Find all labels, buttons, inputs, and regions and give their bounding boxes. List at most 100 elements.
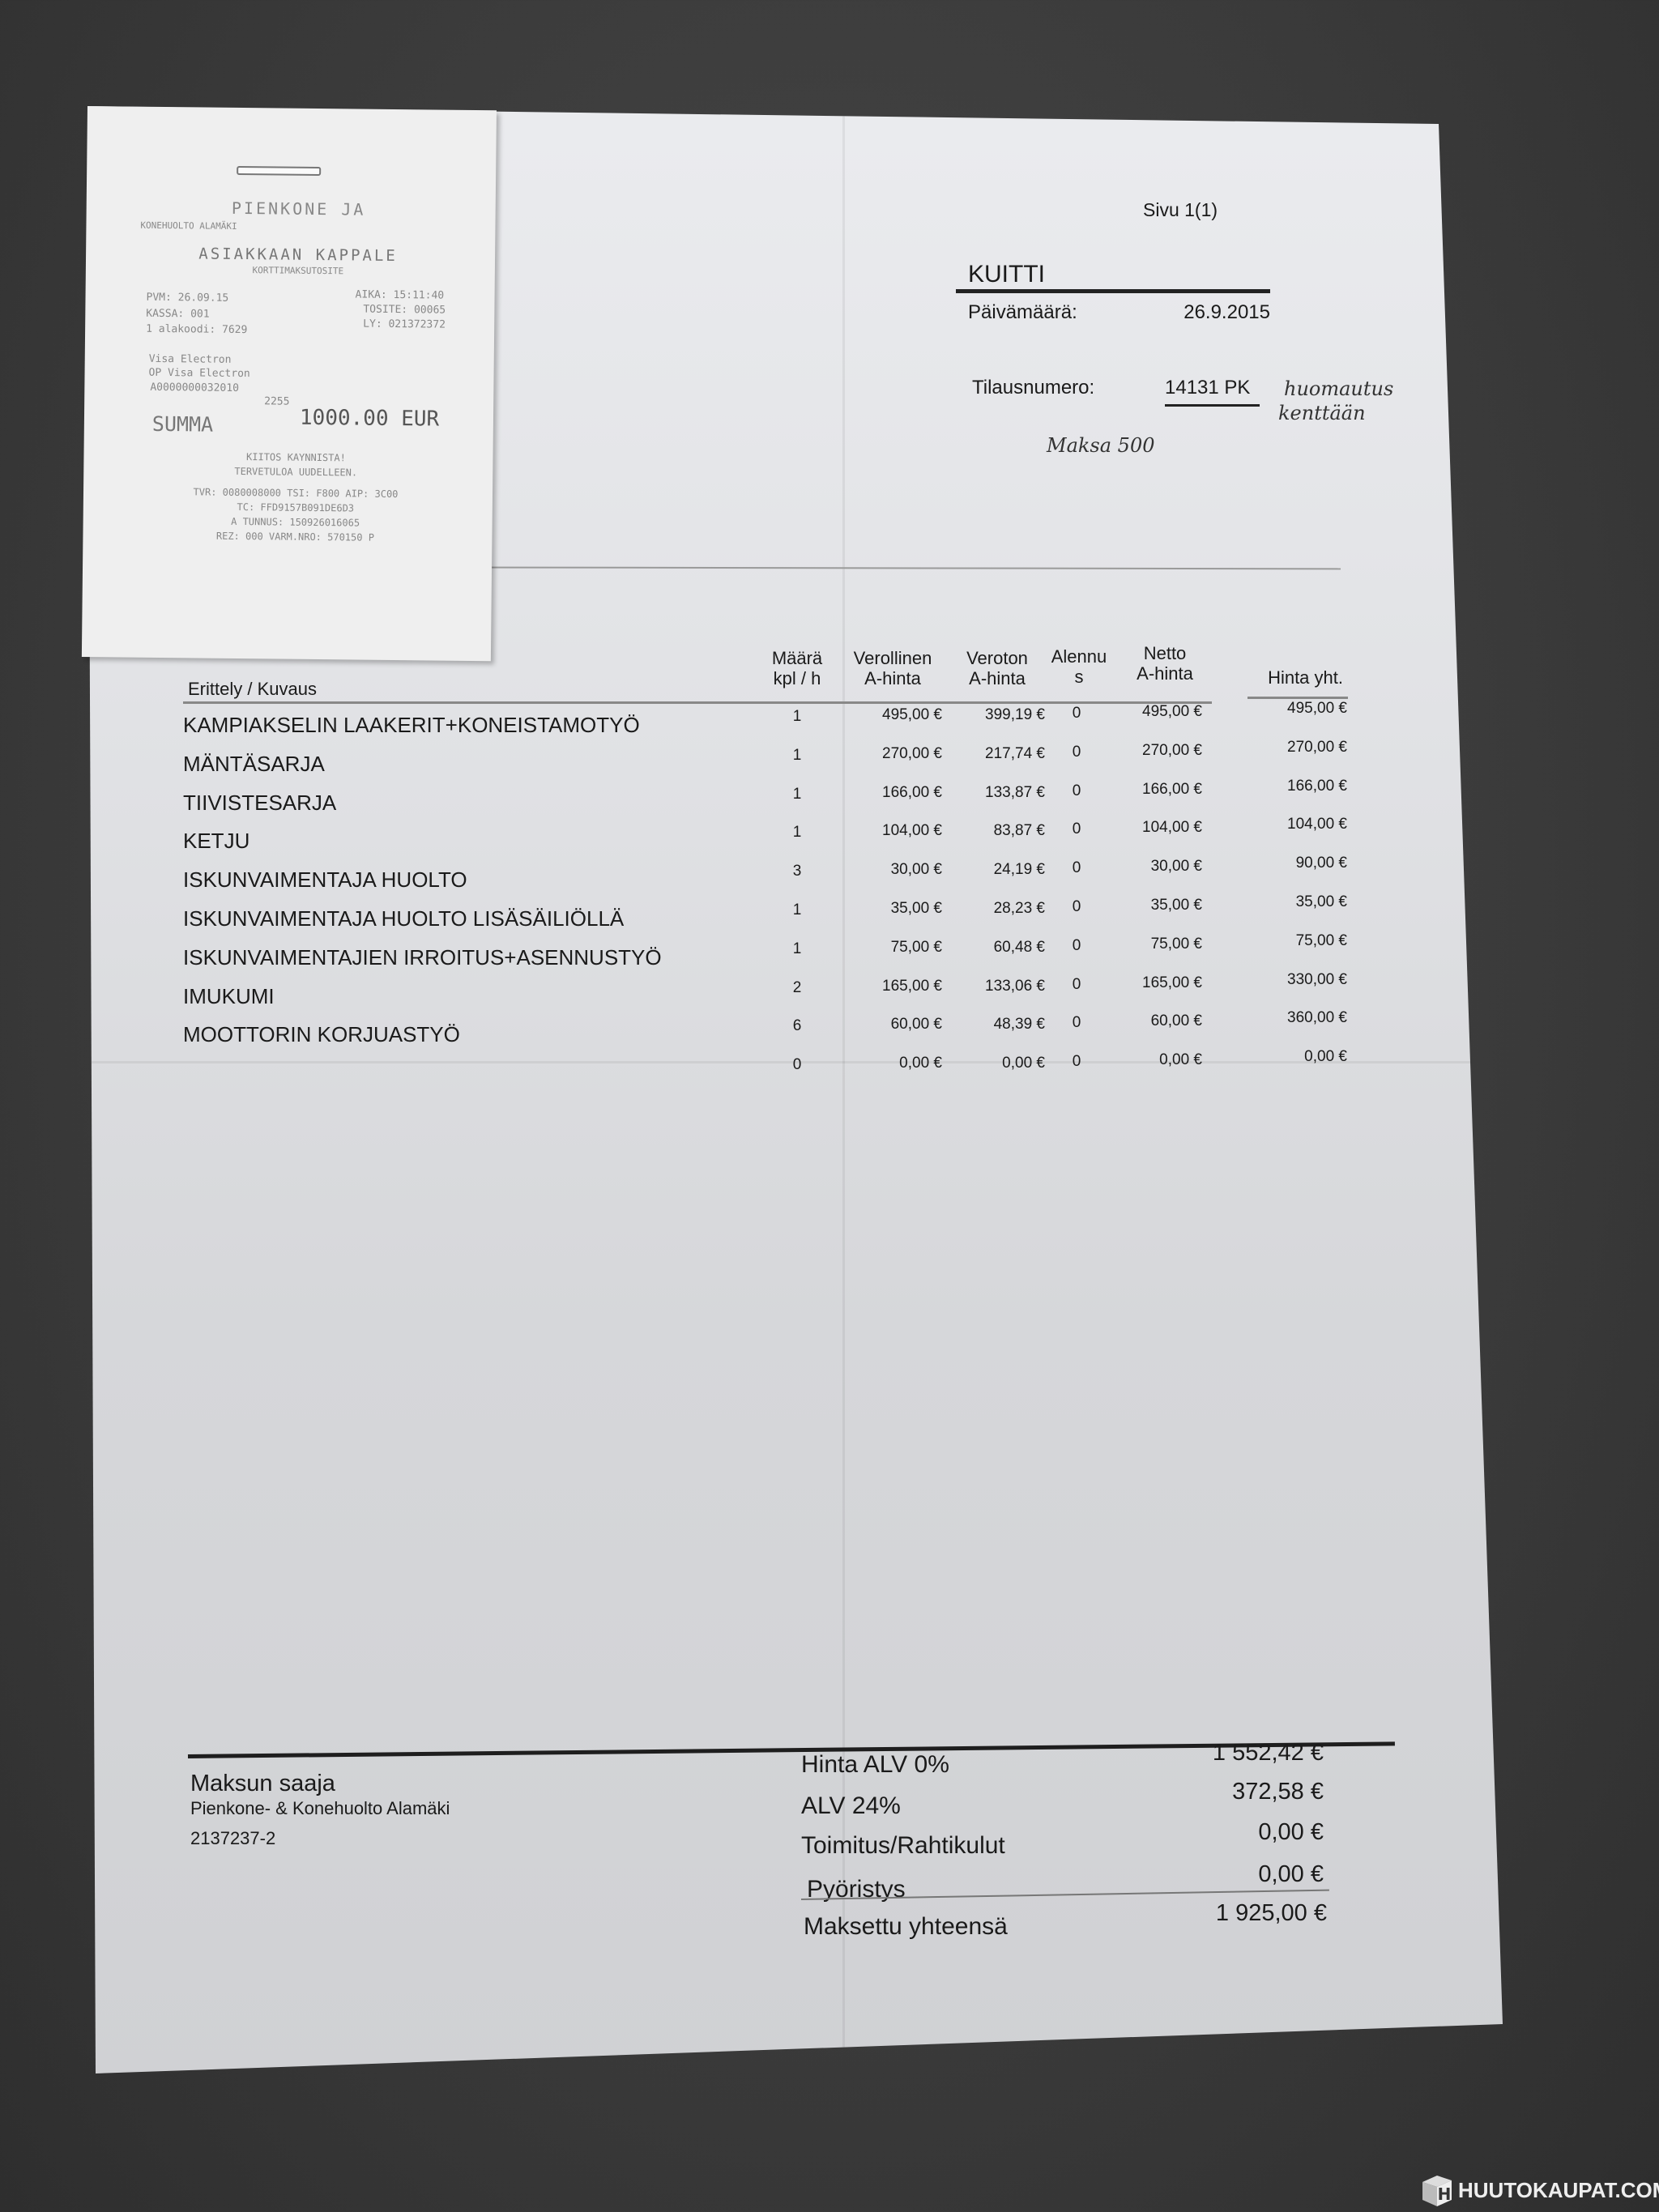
cell-net: 133,87 € bbox=[985, 783, 1045, 801]
receipt-subcode: 1 alakoodi: 7629 bbox=[146, 322, 248, 337]
column-header-netto-line2: A-hinta bbox=[1137, 663, 1193, 684]
cell-desc: IMUKUMI bbox=[183, 983, 275, 1008]
cell-desc: KETJU bbox=[183, 829, 250, 854]
column-header-net: Veroton A-hinta bbox=[953, 648, 1042, 688]
cell-net: 24,19 € bbox=[993, 861, 1045, 879]
cell-gross: 495,00 € bbox=[882, 706, 942, 723]
cell-total: 270,00 € bbox=[1287, 738, 1347, 756]
cell-total: 35,00 € bbox=[1295, 893, 1347, 910]
cell-netto: 495,00 € bbox=[1142, 703, 1202, 720]
cell-gross: 30,00 € bbox=[890, 861, 942, 879]
receipt-merchant-line2: KONEHUOLTO ALAMÄKI bbox=[140, 219, 237, 232]
cell-total: 495,00 € bbox=[1287, 700, 1347, 717]
handwritten-note-line1: huomautus bbox=[1284, 377, 1394, 400]
cell-disc: 0 bbox=[1072, 1014, 1081, 1032]
cell-gross: 0,00 € bbox=[899, 1055, 942, 1072]
staple-icon bbox=[237, 165, 322, 177]
watermark-logo: H HUUTOKAUPAT.COM bbox=[1419, 2172, 1659, 2208]
cell-net: 83,87 € bbox=[993, 822, 1045, 840]
receipt-voucher: TOSITE: 00065 bbox=[363, 303, 446, 317]
cell-net: 0,00 € bbox=[1002, 1055, 1045, 1072]
cell-total: 90,00 € bbox=[1295, 855, 1347, 872]
receipt-register: KASSA: 001 bbox=[146, 307, 210, 321]
receipt-ref: REZ: 000 VARM.NRO: 570150 P bbox=[215, 530, 375, 543]
vat0-value: 1 552,42 € bbox=[1212, 1740, 1324, 1766]
cell-qty: 1 bbox=[792, 901, 802, 918]
cell-disc: 0 bbox=[1072, 975, 1081, 993]
cell-netto: 270,00 € bbox=[1142, 741, 1202, 759]
column-header-description: Erittely / Kuvaus bbox=[188, 679, 317, 699]
column-header-gross-line1: Verollinen bbox=[853, 648, 932, 668]
cell-qty: 6 bbox=[792, 1017, 802, 1035]
cell-netto: 75,00 € bbox=[1150, 935, 1202, 953]
cell-netto: 30,00 € bbox=[1150, 858, 1202, 876]
cell-disc: 0 bbox=[1072, 1053, 1081, 1071]
cell-desc: ISKUNVAIMENTAJIEN IRROITUS+ASENNUSTYÖ bbox=[183, 944, 662, 970]
receipt-tvr: TVR: 0080008000 TSI: F800 AIP: 3C00 bbox=[193, 486, 399, 501]
vat-label: ALV 24% bbox=[801, 1792, 901, 1819]
cell-netto: 165,00 € bbox=[1142, 974, 1202, 991]
cell-qty: 3 bbox=[792, 863, 802, 880]
table-header-line bbox=[183, 701, 1212, 704]
handwritten-note-line2: kenttään bbox=[1278, 402, 1366, 424]
cell-gross: 165,00 € bbox=[882, 977, 942, 995]
receipt-card-issuer: OP Visa Electron bbox=[148, 366, 250, 381]
receipt-card-type: Visa Electron bbox=[148, 352, 232, 366]
order-number-label: Tilausnumero: bbox=[972, 377, 1095, 399]
cell-netto: 60,00 € bbox=[1150, 1012, 1202, 1030]
cell-net: 28,23 € bbox=[993, 900, 1045, 917]
total-value: 1 925,00 € bbox=[1215, 1900, 1327, 1926]
receipt-welcome: TERVETULOA UUDELLEEN. bbox=[234, 465, 358, 479]
rounding-value: 0,00 € bbox=[1258, 1861, 1324, 1887]
cell-net: 217,74 € bbox=[985, 744, 1045, 762]
cell-total: 104,00 € bbox=[1287, 816, 1347, 833]
cell-desc: MOOTTORIN KORJUASTYÖ bbox=[183, 1022, 460, 1047]
shipping-value: 0,00 € bbox=[1258, 1819, 1324, 1845]
table-header-line-total bbox=[1247, 697, 1348, 699]
cell-desc: KAMPIAKSELIN LAAKERIT+KONEISTAMOTYÖ bbox=[183, 713, 640, 737]
cell-disc: 0 bbox=[1072, 898, 1081, 915]
svg-text:H: H bbox=[1438, 2184, 1452, 2204]
cell-total: 75,00 € bbox=[1295, 931, 1347, 949]
cell-disc: 0 bbox=[1072, 782, 1081, 799]
column-header-qty-line1: Määrä bbox=[771, 648, 823, 668]
receipt-time: AIKA: 15:11:40 bbox=[355, 288, 445, 302]
cell-desc: MÄNTÄSARJA bbox=[183, 751, 325, 776]
cell-total: 0,00 € bbox=[1304, 1048, 1347, 1066]
cell-qty: 1 bbox=[792, 824, 802, 842]
cell-desc: ISKUNVAIMENTAJA HUOLTO LISÄSÄILIÖLLÄ bbox=[183, 906, 625, 931]
card-payment-receipt: PIENKONE JA KONEHUOLTO ALAMÄKI ASIAKKAAN… bbox=[81, 106, 497, 662]
payee-name: Pienkone- & Konehuolto Alamäki bbox=[190, 1798, 450, 1818]
cell-gross: 270,00 € bbox=[882, 744, 942, 762]
cell-net: 48,39 € bbox=[993, 1016, 1045, 1034]
column-header-net-line2: A-hinta bbox=[969, 668, 1026, 688]
column-header-qty-line2: kpl / h bbox=[773, 668, 821, 688]
shipping-label: Toimitus/Rahtikulut bbox=[801, 1832, 1005, 1859]
receipt-business-id: LY: 021372372 bbox=[363, 318, 446, 331]
title-underline bbox=[956, 289, 1270, 293]
handwritten-pay-note: Maksa 500 bbox=[1047, 434, 1155, 457]
cell-total: 330,00 € bbox=[1287, 970, 1347, 988]
cell-gross: 104,00 € bbox=[882, 822, 942, 840]
cell-qty: 2 bbox=[792, 978, 802, 996]
column-header-gross: Verollinen A-hinta bbox=[844, 648, 941, 688]
cell-gross: 75,00 € bbox=[890, 938, 942, 956]
cell-qty: 1 bbox=[792, 708, 802, 725]
receipt-card-last-digits: 2255 bbox=[264, 395, 290, 408]
cell-desc: ISKUNVAIMENTAJA HUOLTO bbox=[183, 867, 467, 893]
receipt-aid: A0000000032010 bbox=[150, 381, 240, 394]
column-header-total: Hinta yht. bbox=[1268, 667, 1343, 688]
payee-label: Maksun saaja bbox=[190, 1771, 335, 1796]
cell-disc: 0 bbox=[1072, 705, 1081, 722]
watermark-text: HUUTOKAUPAT.COM bbox=[1458, 2177, 1659, 2202]
cell-disc: 0 bbox=[1072, 820, 1081, 838]
cell-netto: 104,00 € bbox=[1142, 819, 1202, 837]
column-header-net-line1: Veroton bbox=[966, 648, 1028, 668]
cell-disc: 0 bbox=[1072, 936, 1081, 954]
receipt-type: KORTTIMAKSUTOSITE bbox=[252, 265, 344, 277]
column-header-netto-line1: Netto bbox=[1143, 643, 1187, 663]
cell-desc: TIIVISTESARJA bbox=[183, 790, 337, 815]
cell-total: 166,00 € bbox=[1287, 777, 1347, 795]
payee-business-id: 2137237-2 bbox=[190, 1828, 276, 1848]
column-header-qty: Määrä kpl / h bbox=[765, 648, 830, 688]
